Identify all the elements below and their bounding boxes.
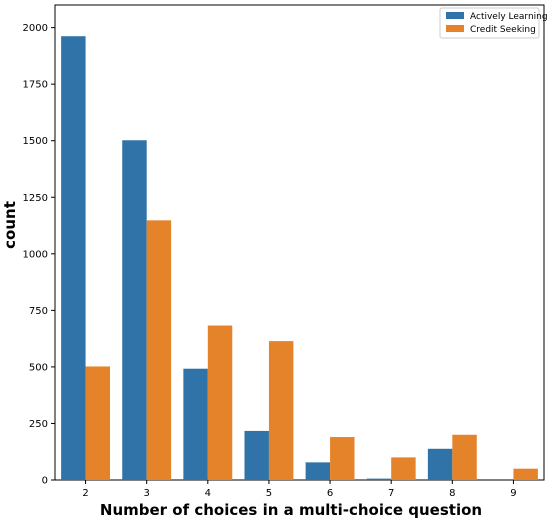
- bar-actively-learning-4: [183, 368, 208, 480]
- y-axis: 0 250 500 750 1000 1250 1500 1750 2000: [23, 23, 55, 487]
- legend-label-actively-learning: Actively Learning: [470, 12, 548, 22]
- y-tick-label: 0: [42, 476, 48, 487]
- bar-credit-seeking-7: [391, 457, 416, 480]
- bar-credit-seeking-2: [85, 366, 111, 480]
- bar-credit-seeking-9: [513, 468, 538, 480]
- legend: Actively Learning Credit Seeking: [439, 7, 548, 39]
- bar-credit-seeking-5: [268, 341, 294, 480]
- legend-box: [439, 7, 540, 39]
- bar-actively-learning-5: [244, 430, 269, 480]
- y-tick-label: 1250: [23, 193, 48, 204]
- x-tick-label: 3: [144, 488, 150, 499]
- y-tick-label: 750: [29, 306, 48, 317]
- x-tick-label: 5: [266, 488, 272, 499]
- bar-actively-learning-3: [122, 140, 147, 480]
- x-tick-label: 6: [327, 488, 333, 499]
- legend-label-credit-seeking: Credit Seeking: [470, 25, 536, 35]
- bar-credit-seeking-3: [146, 220, 172, 481]
- y-axis-title: count: [1, 201, 19, 249]
- bar-credit-seeking-8: [452, 434, 477, 480]
- x-tick-label: 7: [388, 488, 394, 499]
- y-tick-label: 1750: [23, 80, 48, 91]
- x-axis: 2 3 4 5 6 7 8 9: [82, 480, 517, 499]
- y-tick-label: 1500: [23, 136, 48, 147]
- bar-credit-seeking-6: [330, 437, 355, 480]
- x-tick-label: 8: [449, 488, 455, 499]
- y-tick-label: 250: [29, 419, 48, 430]
- y-tick-label: 2000: [23, 23, 48, 34]
- bar-actively-learning-6: [305, 462, 331, 480]
- x-tick-label: 4: [205, 488, 211, 499]
- bar-actively-learning-8: [427, 448, 453, 480]
- x-axis-title: Number of choices in a multi-choice ques…: [100, 501, 482, 519]
- y-tick-label: 500: [29, 362, 48, 373]
- legend-swatch-credit-seeking: [446, 25, 464, 32]
- x-tick-label: 2: [82, 488, 88, 499]
- bar-credit-seeking-4: [207, 325, 233, 480]
- bar-actively-learning-2: [61, 36, 86, 480]
- x-tick-label: 9: [510, 488, 516, 499]
- bar-actively-learning-7: [366, 478, 392, 480]
- bars-group: [61, 36, 538, 481]
- y-tick-label: 1000: [23, 249, 48, 260]
- legend-swatch-actively-learning: [446, 12, 464, 19]
